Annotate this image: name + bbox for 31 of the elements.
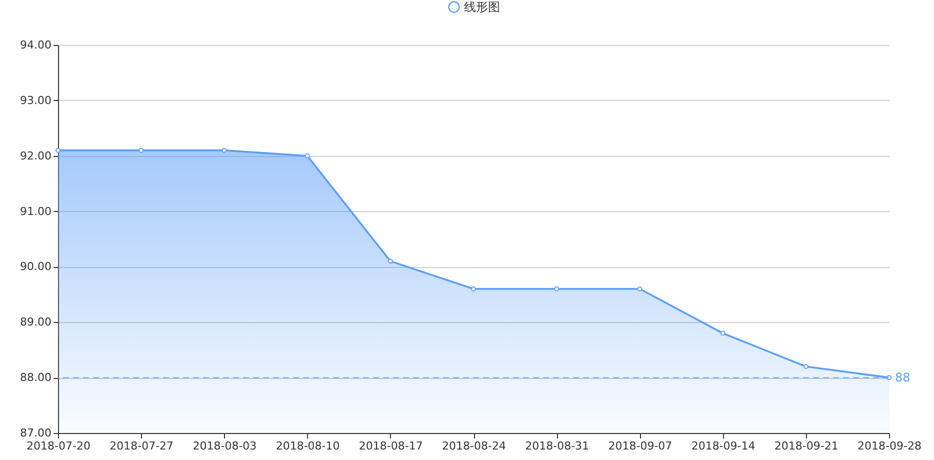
x-tick-label: 2018-09-21 (774, 440, 838, 452)
x-tick-label: 2018-08-03 (192, 440, 257, 452)
ref-line-label: 88 (895, 370, 910, 385)
legend-label: 线形图 (464, 0, 500, 14)
point (720, 330, 726, 336)
point (803, 364, 808, 369)
point (471, 286, 476, 292)
point (222, 148, 227, 153)
y-tick-label: 89.00 (20, 316, 52, 329)
y-tick-label: 93.00 (20, 94, 52, 107)
point (304, 153, 310, 158)
point (138, 148, 144, 153)
y-tick-label: 87.00 (20, 426, 52, 440)
point (637, 286, 642, 292)
y-tick-label: 91.00 (20, 204, 52, 218)
y-tick-label: 88.00 (20, 371, 52, 384)
point (554, 286, 560, 292)
x-tick-label: 2018-09-14 (691, 440, 756, 452)
x-tick-label: 2018-09-07 (608, 440, 672, 452)
x-tick-label: 2018-08-17 (358, 440, 423, 452)
x-tick-label: 2018-08-24 (442, 440, 506, 452)
point (388, 258, 393, 264)
point (56, 148, 60, 153)
y-tick-label: 94.00 (20, 38, 52, 52)
y-tick-label: 92.00 (20, 149, 52, 162)
x-tick-label: 2018-08-31 (525, 440, 590, 452)
x-tick-label: 2018-07-27 (110, 440, 174, 452)
x-tick-label: 2018-07-20 (26, 440, 90, 452)
x-tick-label: 2018-08-10 (276, 440, 340, 452)
y-tick-label: 90.00 (20, 260, 52, 274)
x-tick-label: 2018-09-28 (858, 440, 922, 452)
